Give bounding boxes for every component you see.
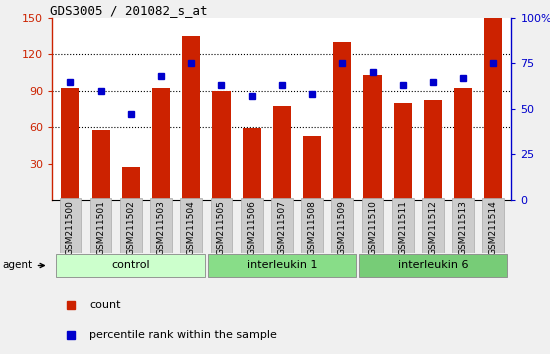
FancyBboxPatch shape — [392, 198, 414, 253]
Text: GSM211512: GSM211512 — [428, 200, 437, 255]
Text: agent: agent — [3, 261, 44, 270]
Bar — [152, 88, 170, 200]
Bar — [394, 103, 412, 200]
Bar — [122, 167, 140, 200]
Text: GSM211502: GSM211502 — [126, 200, 135, 255]
FancyBboxPatch shape — [362, 198, 383, 253]
Bar — [364, 75, 382, 200]
Text: GSM211501: GSM211501 — [96, 200, 105, 255]
Text: count: count — [89, 299, 120, 310]
FancyBboxPatch shape — [452, 198, 474, 253]
Text: GSM211506: GSM211506 — [247, 200, 256, 255]
FancyBboxPatch shape — [90, 198, 112, 253]
FancyBboxPatch shape — [59, 198, 81, 253]
Text: GSM211510: GSM211510 — [368, 200, 377, 255]
Bar — [303, 136, 321, 200]
Text: GSM211511: GSM211511 — [398, 200, 407, 255]
Text: GSM211509: GSM211509 — [338, 200, 347, 255]
Bar — [243, 128, 261, 200]
Text: GSM211507: GSM211507 — [277, 200, 287, 255]
FancyBboxPatch shape — [359, 254, 507, 277]
Text: GSM211504: GSM211504 — [187, 200, 196, 255]
FancyBboxPatch shape — [120, 198, 142, 253]
Bar — [91, 130, 109, 200]
Bar — [485, 18, 503, 200]
Text: interleukin 6: interleukin 6 — [398, 261, 468, 270]
Text: GSM211513: GSM211513 — [459, 200, 468, 255]
Text: GSM211500: GSM211500 — [66, 200, 75, 255]
Bar — [454, 88, 472, 200]
FancyBboxPatch shape — [332, 198, 353, 253]
FancyBboxPatch shape — [482, 198, 504, 253]
Bar — [182, 36, 200, 200]
FancyBboxPatch shape — [180, 198, 202, 253]
Text: GSM211505: GSM211505 — [217, 200, 226, 255]
Text: interleukin 1: interleukin 1 — [246, 261, 317, 270]
FancyBboxPatch shape — [211, 198, 232, 253]
FancyBboxPatch shape — [241, 198, 262, 253]
Text: GSM211514: GSM211514 — [489, 200, 498, 255]
Text: GSM211503: GSM211503 — [157, 200, 166, 255]
FancyBboxPatch shape — [271, 198, 293, 253]
Text: GSM211508: GSM211508 — [307, 200, 317, 255]
Text: GDS3005 / 201082_s_at: GDS3005 / 201082_s_at — [50, 4, 207, 17]
Bar — [333, 42, 351, 200]
FancyBboxPatch shape — [150, 198, 172, 253]
FancyBboxPatch shape — [57, 254, 205, 277]
FancyBboxPatch shape — [207, 254, 356, 277]
Bar — [212, 91, 230, 200]
FancyBboxPatch shape — [422, 198, 444, 253]
Bar — [273, 107, 291, 200]
Bar — [424, 100, 442, 200]
Bar — [61, 88, 79, 200]
FancyBboxPatch shape — [301, 198, 323, 253]
Text: control: control — [112, 261, 150, 270]
Text: percentile rank within the sample: percentile rank within the sample — [89, 330, 277, 339]
